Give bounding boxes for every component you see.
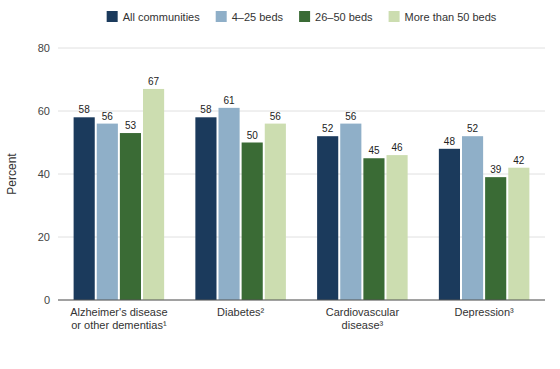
x-tick-label: Cardiovasculardisease³: [326, 306, 400, 331]
x-tick-label-line: Cardiovascular: [326, 306, 400, 318]
data-label: 46: [392, 142, 404, 153]
legend-swatch: [389, 11, 400, 22]
legend-item: More than 50 beds: [389, 11, 497, 23]
data-label: 67: [148, 76, 160, 87]
bar: [265, 124, 286, 300]
y-tick-label: 80: [38, 42, 50, 54]
legend-swatch: [107, 11, 118, 22]
bar: [340, 124, 361, 300]
data-label: 53: [125, 120, 137, 131]
data-label: 50: [247, 130, 259, 141]
x-tick-label: Depression³: [454, 306, 514, 318]
data-label: 58: [200, 104, 212, 115]
grid-line: [58, 111, 545, 112]
bars: [74, 89, 530, 300]
bar: [242, 143, 263, 301]
legend-item: All communities: [107, 11, 201, 23]
grid-line: [58, 48, 545, 49]
data-label: 56: [102, 111, 114, 122]
bar: [218, 108, 239, 300]
data-label: 58: [79, 104, 91, 115]
x-tick-label: Diabetes²: [217, 306, 264, 318]
x-tick-label-line: Alzheimer's disease: [70, 306, 167, 318]
chart: 0 20 40 60 80 Percent 58 58 52 48 56 61 56 52 53 50 45 39…: [0, 0, 560, 369]
data-label: 48: [444, 136, 456, 147]
data-label: 45: [368, 145, 380, 156]
y-tick-label: 20: [38, 231, 50, 243]
data-label: 42: [513, 155, 525, 166]
bar: [74, 117, 95, 300]
bar: [387, 155, 408, 300]
legend-swatch: [216, 11, 227, 22]
y-tick-label: 0: [44, 294, 50, 306]
bar: [120, 133, 141, 300]
bar: [439, 149, 460, 300]
legend-item: 26–50 beds: [299, 11, 373, 23]
bar: [508, 168, 529, 300]
data-label: 52: [467, 123, 479, 134]
legend-swatch: [299, 11, 310, 22]
bar: [317, 136, 338, 300]
bar: [97, 124, 118, 300]
bar: [462, 136, 483, 300]
data-labels: 58 58 52 48 56 61 56 52 53 50 45 39 67 56 46 42: [79, 76, 525, 175]
data-label: 56: [345, 111, 357, 122]
legend-label: 26–50 beds: [315, 11, 373, 23]
x-tick-label-line: Depression³: [454, 306, 514, 318]
bar: [195, 117, 216, 300]
bar: [485, 177, 506, 300]
data-label: 56: [270, 111, 282, 122]
data-label: 52: [322, 123, 334, 134]
x-axis: Alzheimer's diseaseor other dementias¹ Di…: [70, 306, 514, 331]
x-tick-label: Alzheimer's diseaseor other dementias¹: [70, 306, 167, 331]
bar: [363, 158, 384, 300]
y-axis-label: Percent: [5, 153, 19, 195]
legend-label: 4–25 beds: [232, 11, 284, 23]
x-tick-label-line: Diabetes²: [217, 306, 264, 318]
y-tick-label: 60: [38, 105, 50, 117]
x-tick-label-line: disease³: [342, 319, 384, 331]
legend-item: 4–25 beds: [216, 11, 284, 23]
bar: [143, 89, 164, 300]
legend: All communities 4–25 beds 26–50 beds More t…: [107, 11, 497, 23]
data-label: 61: [223, 95, 235, 106]
y-tick-label: 40: [38, 168, 50, 180]
legend-label: All communities: [123, 11, 201, 23]
x-tick-label-line: or other dementias¹: [71, 319, 167, 331]
legend-label: More than 50 beds: [405, 11, 497, 23]
x-axis-line: [58, 300, 545, 301]
grid-line: [58, 300, 545, 301]
data-label: 39: [490, 164, 502, 175]
y-axis: 0 20 40 60 80: [38, 42, 545, 306]
